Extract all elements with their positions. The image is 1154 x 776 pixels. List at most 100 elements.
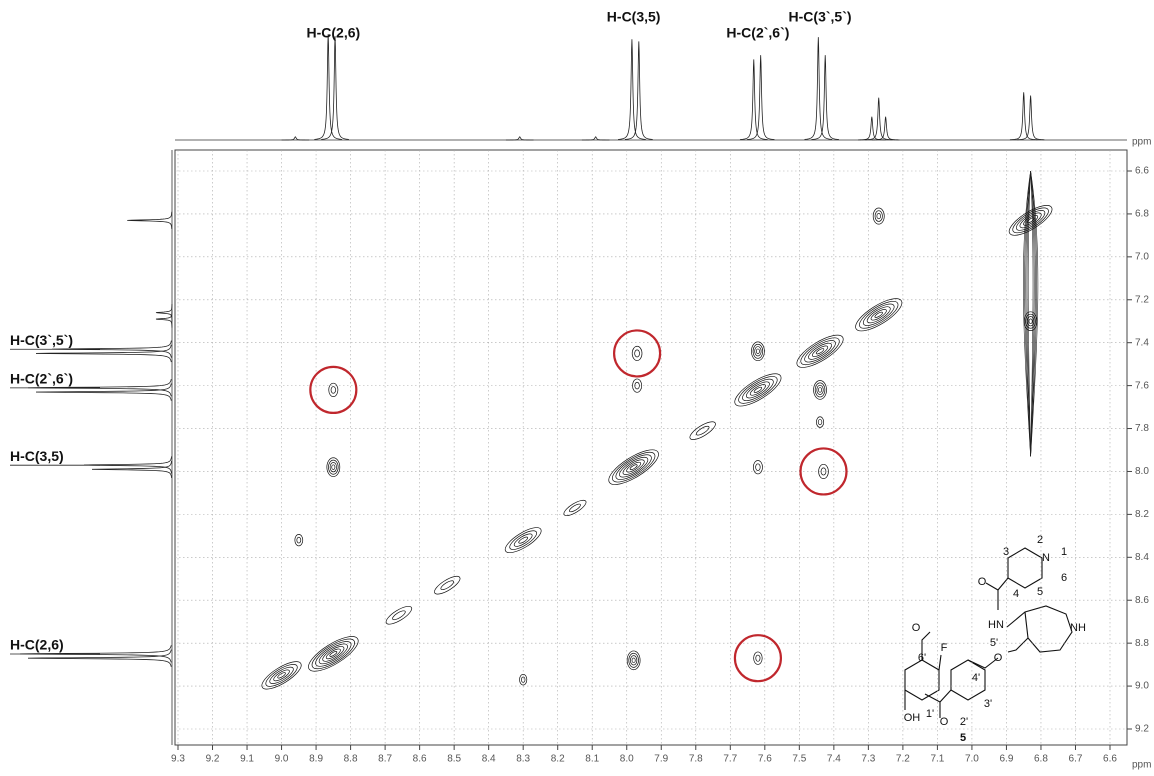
x-tick-label: 7.1 bbox=[930, 754, 944, 765]
cross-peak bbox=[502, 523, 545, 557]
contour bbox=[521, 677, 525, 682]
contour bbox=[295, 534, 303, 546]
cross-peak bbox=[632, 346, 642, 360]
f2-projection-peak bbox=[865, 98, 893, 140]
x-tick-label: 7.5 bbox=[792, 754, 806, 765]
atom-label: 5 bbox=[960, 732, 966, 744]
y-tick-label: 8.4 bbox=[1135, 552, 1149, 563]
peak-label: H-C(3`,5`) bbox=[10, 332, 73, 348]
cross-peak bbox=[753, 460, 762, 473]
contour bbox=[562, 497, 588, 518]
atom-label: 3' bbox=[984, 698, 992, 710]
x-tick-label: 9.3 bbox=[171, 754, 185, 765]
contour bbox=[817, 385, 823, 394]
atom-label: 2' bbox=[960, 716, 968, 728]
cross-peak bbox=[1005, 200, 1056, 241]
x-tick-label: 7.7 bbox=[723, 754, 737, 765]
peak-label: H-C(2,6) bbox=[306, 25, 360, 41]
x-tick-label: 7.9 bbox=[654, 754, 668, 765]
atom-label: O bbox=[912, 622, 921, 634]
atom-label: 5 bbox=[1037, 586, 1043, 598]
atom-label: 2 bbox=[1037, 534, 1043, 546]
y-tick-label: 7.4 bbox=[1135, 337, 1149, 348]
contour bbox=[874, 311, 883, 318]
x-tick-label: 9.0 bbox=[275, 754, 289, 765]
atom-label: 6' bbox=[918, 652, 926, 664]
contour bbox=[568, 503, 581, 513]
cross-peak bbox=[562, 497, 588, 518]
x-tick-label: 8.7 bbox=[378, 754, 392, 765]
contour bbox=[875, 211, 882, 222]
atom-label: 6 bbox=[1061, 572, 1067, 584]
x-tick-label: 9.1 bbox=[240, 754, 254, 765]
contour bbox=[818, 388, 821, 393]
x-tick-label: 8.4 bbox=[482, 754, 496, 765]
x-tick-label: 7.4 bbox=[827, 754, 841, 765]
contour bbox=[1018, 210, 1043, 230]
cross-peak bbox=[627, 651, 640, 670]
x-tick-label: 7.3 bbox=[861, 754, 875, 765]
cross-peak bbox=[687, 419, 717, 443]
atom-label: 3 bbox=[1003, 546, 1009, 558]
contour bbox=[815, 348, 824, 355]
y-tick-label: 7.6 bbox=[1135, 380, 1149, 391]
y-tick-label: 7.8 bbox=[1135, 423, 1149, 434]
contour bbox=[818, 419, 822, 424]
x-tick-label: 8.6 bbox=[413, 754, 427, 765]
cross-peak bbox=[329, 383, 338, 396]
highlight-circle bbox=[614, 330, 660, 376]
y-tick-label: 7.2 bbox=[1135, 294, 1149, 305]
cross-peak bbox=[304, 630, 363, 677]
x-tick-label: 6.6 bbox=[1103, 754, 1117, 765]
atom-label: O bbox=[940, 716, 949, 728]
f2-projection-peak bbox=[805, 37, 833, 139]
cross-peak bbox=[432, 573, 462, 597]
contour bbox=[816, 417, 823, 428]
contour bbox=[331, 387, 336, 394]
x-tick-label: 8.5 bbox=[447, 754, 461, 765]
contour bbox=[756, 349, 759, 354]
cross-peak bbox=[1024, 312, 1037, 331]
f2-projection-peak bbox=[858, 117, 886, 140]
y-tick-label: 9.2 bbox=[1135, 724, 1149, 735]
x-tick-label: 8.1 bbox=[585, 754, 599, 765]
contour bbox=[384, 603, 414, 627]
cross-peak bbox=[814, 381, 827, 400]
cross-peak bbox=[754, 652, 763, 665]
f2-projection-peak bbox=[282, 137, 310, 140]
contour bbox=[753, 460, 762, 473]
x-tick-label: 7.8 bbox=[689, 754, 703, 765]
y-tick-label: 9.0 bbox=[1135, 681, 1149, 692]
peak-label: H-C(3,5) bbox=[607, 9, 661, 25]
cross-peak bbox=[873, 208, 884, 224]
y-tick-label: 8.0 bbox=[1135, 466, 1149, 477]
atom-label: O bbox=[978, 576, 987, 588]
contour bbox=[753, 386, 762, 393]
atom-label: 1 bbox=[1061, 546, 1067, 558]
peak-label: H-C(2`,6`) bbox=[10, 371, 73, 387]
contour bbox=[756, 464, 761, 471]
contour bbox=[756, 655, 760, 661]
atom-label: N bbox=[1042, 552, 1050, 564]
contour bbox=[630, 656, 636, 665]
contour bbox=[332, 465, 335, 470]
y-tick-label: 6.6 bbox=[1135, 166, 1149, 177]
x-axis-label: ppm bbox=[1132, 760, 1151, 771]
atom-label: 4' bbox=[972, 672, 980, 684]
contour bbox=[329, 383, 338, 396]
x-tick-label: 8.8 bbox=[344, 754, 358, 765]
contour bbox=[687, 419, 717, 443]
atom-label: 4 bbox=[1013, 588, 1019, 600]
x-tick-label: 7.6 bbox=[758, 754, 772, 765]
y-tick-label: 8.8 bbox=[1135, 638, 1149, 649]
atom-label: HN bbox=[988, 619, 1004, 631]
x-tick-label: 7.2 bbox=[896, 754, 910, 765]
x-tick-label: 8.2 bbox=[551, 754, 565, 765]
f2-projection-peak bbox=[506, 137, 534, 140]
f2-projection-peak bbox=[582, 137, 610, 140]
cross-peak bbox=[295, 534, 303, 546]
contour bbox=[432, 573, 462, 597]
contour bbox=[329, 651, 337, 658]
peak-label: H-C(3`,5`) bbox=[789, 9, 852, 25]
y-tick-label: 8.6 bbox=[1135, 595, 1149, 606]
